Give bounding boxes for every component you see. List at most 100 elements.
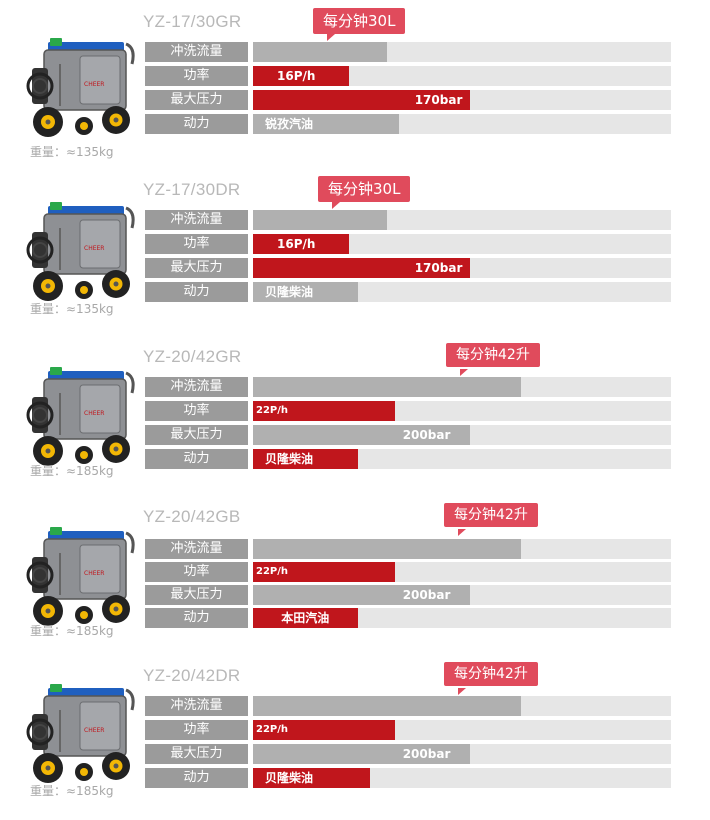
pressure-value: 170bar bbox=[414, 261, 463, 275]
pressure-bar: 170bar bbox=[253, 258, 471, 278]
flow-bar bbox=[253, 696, 521, 716]
pressure-track: 200bar bbox=[253, 744, 671, 764]
flow-badge: 每分钟42升 bbox=[444, 662, 538, 695]
pressure-bar: 200bar bbox=[253, 744, 471, 764]
svg-text:CHEER: CHEER bbox=[84, 727, 104, 734]
pressure-washer-image: CHEER bbox=[20, 34, 138, 146]
engine-label: 动力 bbox=[145, 449, 248, 469]
svg-text:CHEER: CHEER bbox=[84, 245, 104, 252]
power-value: 16P/h bbox=[277, 237, 316, 251]
pressure-washer-image: CHEER bbox=[20, 363, 138, 475]
flow-label: 冲洗流量 bbox=[145, 696, 248, 716]
pressure-label: 最大压力 bbox=[145, 585, 248, 605]
flow-badge: 每分钟30L bbox=[318, 176, 411, 209]
weight-label: 重量：≈135kg bbox=[30, 145, 114, 159]
engine-label: 动力 bbox=[145, 114, 248, 134]
flow-track bbox=[253, 210, 671, 230]
flow-label: 冲洗流量 bbox=[145, 377, 248, 397]
pressure-track: 200bar bbox=[253, 585, 671, 605]
product-card: CHEER 重量：≈185kg YZ-20/42GR 每分钟42升 冲洗流量 功… bbox=[0, 343, 710, 507]
pressure-washer-image: CHEER bbox=[20, 198, 138, 310]
pressure-label: 最大压力 bbox=[145, 90, 248, 110]
engine-bar: 锐孜汽油 bbox=[253, 114, 400, 134]
product-card: CHEER 重量：≈185kg YZ-20/42DR 每分钟42升 冲洗流量 功… bbox=[0, 662, 710, 820]
flow-badge: 每分钟42升 bbox=[446, 343, 540, 376]
power-track: 22P/h bbox=[253, 562, 671, 582]
model-name: YZ-20/42GR bbox=[143, 347, 242, 366]
svg-text:CHEER: CHEER bbox=[84, 410, 104, 417]
flow-bar bbox=[253, 377, 521, 397]
power-bar: 22P/h bbox=[253, 562, 396, 582]
flow-badge: 每分钟42升 bbox=[444, 503, 538, 536]
power-track: 16P/h bbox=[253, 234, 671, 254]
pressure-track: 200bar bbox=[253, 425, 671, 445]
engine-value: 贝隆柴油 bbox=[265, 452, 314, 466]
engine-label: 动力 bbox=[145, 282, 248, 302]
power-track: 16P/h bbox=[253, 66, 671, 86]
pressure-value: 200bar bbox=[402, 428, 451, 442]
svg-text:CHEER: CHEER bbox=[84, 81, 104, 88]
pressure-value: 170bar bbox=[414, 93, 463, 107]
pressure-bar: 200bar bbox=[253, 425, 471, 445]
engine-value: 本田汽油 bbox=[281, 611, 330, 625]
pressure-washer-image: CHEER bbox=[20, 523, 138, 635]
engine-track: 贝隆柴油 bbox=[253, 449, 671, 469]
flow-bar bbox=[253, 42, 387, 62]
pressure-value: 200bar bbox=[402, 747, 451, 761]
engine-bar: 贝隆柴油 bbox=[253, 768, 371, 788]
flow-label: 冲洗流量 bbox=[145, 539, 248, 559]
engine-track: 锐孜汽油 bbox=[253, 114, 671, 134]
pressure-label: 最大压力 bbox=[145, 258, 248, 278]
engine-label: 动力 bbox=[145, 608, 248, 628]
flow-label: 冲洗流量 bbox=[145, 42, 248, 62]
engine-track: 本田汽油 bbox=[253, 608, 671, 628]
pressure-track: 170bar bbox=[253, 90, 671, 110]
power-label: 功率 bbox=[145, 234, 248, 254]
weight-label: 重量：≈135kg bbox=[30, 302, 114, 316]
model-name: YZ-20/42DR bbox=[143, 666, 241, 685]
pressure-washer-image: CHEER bbox=[20, 680, 138, 792]
product-card: CHEER 重量：≈135kg YZ-17/30GR 每分钟30L 冲洗流量 功… bbox=[0, 8, 710, 172]
power-value: 16P/h bbox=[277, 69, 316, 83]
weight-label: 重量：≈185kg bbox=[30, 464, 114, 478]
flow-label: 冲洗流量 bbox=[145, 210, 248, 230]
pressure-value: 200bar bbox=[402, 588, 451, 602]
power-track: 22P/h bbox=[253, 720, 671, 740]
flow-track bbox=[253, 377, 671, 397]
flow-track bbox=[253, 539, 671, 559]
power-value: 22P/h bbox=[256, 724, 289, 735]
engine-track: 贝隆柴油 bbox=[253, 282, 671, 302]
product-card: CHEER 重量：≈185kg YZ-20/42GB 每分钟42升 冲洗流量 功… bbox=[0, 503, 710, 667]
engine-value: 贝隆柴油 bbox=[265, 771, 314, 785]
model-name: YZ-17/30DR bbox=[143, 180, 241, 199]
pressure-track: 170bar bbox=[253, 258, 671, 278]
flow-bar bbox=[253, 539, 521, 559]
power-label: 功率 bbox=[145, 401, 248, 421]
flow-track bbox=[253, 696, 671, 716]
power-bar: 16P/h bbox=[253, 66, 350, 86]
flow-badge: 每分钟30L bbox=[313, 8, 406, 41]
power-label: 功率 bbox=[145, 720, 248, 740]
engine-track: 贝隆柴油 bbox=[253, 768, 671, 788]
power-track: 22P/h bbox=[253, 401, 671, 421]
weight-label: 重量：≈185kg bbox=[30, 624, 114, 638]
product-card: CHEER 重量：≈135kg YZ-17/30DR 每分钟30L 冲洗流量 功… bbox=[0, 176, 710, 340]
engine-bar: 贝隆柴油 bbox=[253, 449, 358, 469]
engine-value: 锐孜汽油 bbox=[265, 117, 314, 131]
power-label: 功率 bbox=[145, 562, 248, 582]
pressure-bar: 200bar bbox=[253, 585, 471, 605]
svg-text:CHEER: CHEER bbox=[84, 570, 104, 577]
engine-label: 动力 bbox=[145, 768, 248, 788]
power-value: 22P/h bbox=[256, 566, 289, 577]
power-bar: 16P/h bbox=[253, 234, 350, 254]
model-name: YZ-20/42GB bbox=[143, 507, 241, 526]
engine-bar: 本田汽油 bbox=[253, 608, 358, 628]
pressure-bar: 170bar bbox=[253, 90, 471, 110]
power-bar: 22P/h bbox=[253, 720, 396, 740]
engine-bar: 贝隆柴油 bbox=[253, 282, 358, 302]
power-label: 功率 bbox=[145, 66, 248, 86]
weight-label: 重量：≈185kg bbox=[30, 784, 114, 798]
power-value: 22P/h bbox=[256, 405, 289, 416]
engine-value: 贝隆柴油 bbox=[265, 285, 314, 299]
model-name: YZ-17/30GR bbox=[143, 12, 242, 31]
